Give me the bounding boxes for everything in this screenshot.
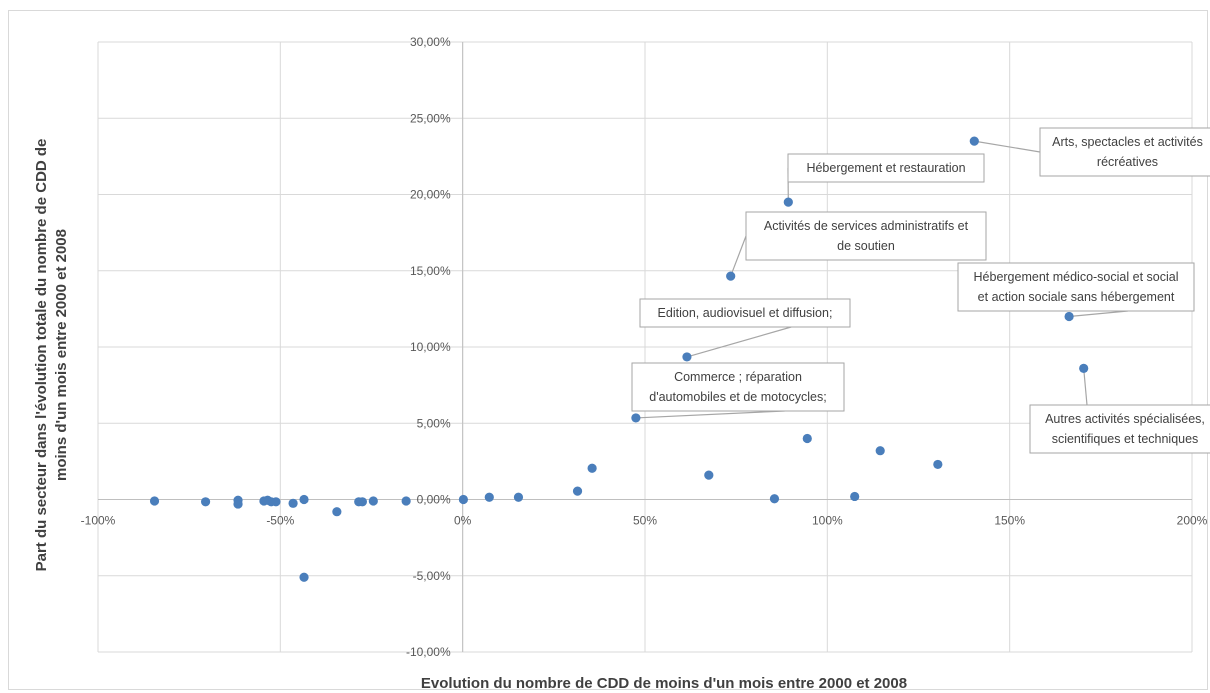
data-point [726,271,736,281]
data-point [1064,311,1074,322]
data-point [484,492,494,502]
data-point [458,494,468,505]
y-axis-title-line-1: Part du secteur dans l'évolution totale … [33,139,50,572]
annotation-leader-line [1083,368,1088,406]
annotation-leader-line [974,140,1041,153]
data-point [933,459,943,470]
x-tick-label: 200% [1177,514,1208,528]
data-point [783,197,793,207]
data-point [631,413,641,423]
annotation-leader-line [730,235,747,277]
y-tick-label: 30,00% [410,35,451,49]
annotation-box [957,262,1195,312]
annotations: Arts, spectacles et activités récréatives… [631,127,1210,454]
data-point [513,492,524,502]
data-point [149,496,160,506]
x-tick-label: -100% [81,514,116,528]
annotation-label: Autres activités spécialisées, [1045,412,1205,426]
annotation-box [631,362,845,412]
annotation-callout: Hébergement médico-social et social et ac… [957,262,1195,312]
annotation-label: Edition, audiovisuel et diffusion; [658,306,833,320]
x-tick-labels: -100% -50% 0% 50% 100% 150% 200% [81,514,1208,528]
data-point [401,496,411,506]
y-tick-label: 15,00% [410,264,451,278]
data-point [288,498,298,508]
annotation-label: Commerce ; réparation [674,370,802,384]
annotation-leader-lines [635,140,1128,419]
annotation-label: d'automobiles et de motocycles; [649,390,826,404]
gridlines [97,41,1193,653]
data-point [368,496,378,506]
annotation-label: Arts, spectacles et activités [1052,135,1203,149]
y-tick-label: -10,00% [406,645,451,659]
annotation-label: de soutien [837,239,895,253]
annotation-callout: Autres activités spécialisées, scientifiq… [1029,404,1210,454]
x-tick-label: -50% [266,514,294,528]
y-tick-label: -5,00% [413,569,451,583]
chart-frame [8,10,1208,690]
data-point [704,470,714,480]
annotation-callout: Hébergement et restauration [787,153,985,183]
annotation-leader-line [635,410,785,419]
annotation-callout: Commerce ; réparation d'automobiles et de… [631,362,845,412]
annotation-label: scientifiques et techniques [1052,432,1199,446]
annotation-leader-line [1069,310,1128,318]
annotation-leader-line [686,326,792,358]
y-axis-title-line-2: moins d'un mois entre 2000 et 2008 [53,229,70,481]
data-point [769,494,780,504]
annotation-callout: Edition, audiovisuel et diffusion; [639,298,851,328]
x-tick-label: 100% [812,514,843,528]
y-tick-label: 5,00% [417,416,451,430]
y-tick-labels: 30,00% 25,00% 20,00% 15,00% 10,00% 5,00% 0,00%… [406,35,451,659]
x-tick-label: 150% [994,514,1025,528]
data-point [200,497,211,507]
annotation-callout: Arts, spectacles et activités récréatives [1039,127,1210,177]
data-point [875,446,885,456]
annotation-box [639,298,851,328]
data-point [299,494,309,505]
data-point [271,497,281,507]
data-point [1079,363,1089,373]
x-tick-label: 50% [633,514,657,528]
annotation-box [1039,127,1210,177]
data-point [969,136,979,146]
data-point [802,433,812,444]
x-axis-title: Evolution du nombre de CDD de moins d'un… [421,675,907,692]
data-point [233,499,243,509]
annotation-box [745,211,987,261]
annotation-box [1029,404,1210,454]
data-point [682,352,692,362]
y-tick-label: 0,00% [417,493,451,507]
data-point [299,572,309,582]
data-point [332,507,342,517]
annotation-box [787,153,985,183]
data-point [357,497,367,507]
data-point [850,491,860,502]
annotation-label: et action sociale sans hébergement [978,290,1175,304]
annotation-label: Activités de services administratifs et [764,219,969,233]
annotation-label: récréatives [1097,155,1158,169]
data-point [587,463,597,473]
y-axis-title: Part du secteur dans l'évolution totale … [33,139,70,572]
axes [98,42,1192,652]
annotation-callout: Activités de services administratifs et d… [745,211,987,261]
annotation-label: Hébergement et restauration [806,161,965,175]
x-tick-label: 0% [454,514,472,528]
y-tick-label: 25,00% [410,111,451,125]
y-tick-label: 10,00% [410,340,451,354]
y-tick-label: 20,00% [410,188,451,202]
data-points [149,136,1089,582]
data-point [572,486,583,496]
annotation-label: Hébergement médico-social et social [974,270,1179,284]
